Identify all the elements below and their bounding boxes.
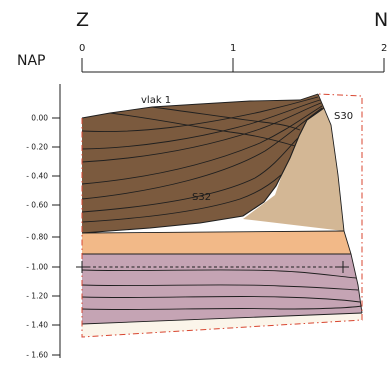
depth-axis-title: NAP [17,53,46,69]
depth-tick-label: 0.00 [31,114,48,123]
trench-label-s32: S32 [192,192,211,203]
layer-orange [82,231,351,254]
direction-south-label: Z [76,9,89,31]
layer-mauve [82,254,362,324]
depth-tick-label: - 1.60 [26,351,48,360]
trench-label-s30: S30 [334,111,353,122]
depth-axis-ticks [52,118,60,355]
scale-bar: 0 1 2 [79,43,387,72]
depth-tick-label: - 0.20 [26,143,48,152]
depth-tick-label: - 0.80 [26,233,48,242]
scale-tick-label: 0 [79,43,85,54]
scale-tick-label: 1 [230,43,236,54]
depth-tick-label: - 1.00 [26,263,48,272]
depth-tick-label: - 1.20 [26,292,48,301]
depth-tick-label: - 0.40 [26,172,48,181]
depth-axis: NAP 0.00 - 0.20 - 0.40 - 0.60 - 0.80 - 1… [17,53,60,360]
scale-tick-label: 2 [381,43,387,54]
level-label: vlak 1 [141,95,171,106]
direction-north-label: N [374,9,388,31]
depth-tick-label: - 0.60 [26,201,48,210]
depth-tick-label: - 1.40 [26,321,48,330]
